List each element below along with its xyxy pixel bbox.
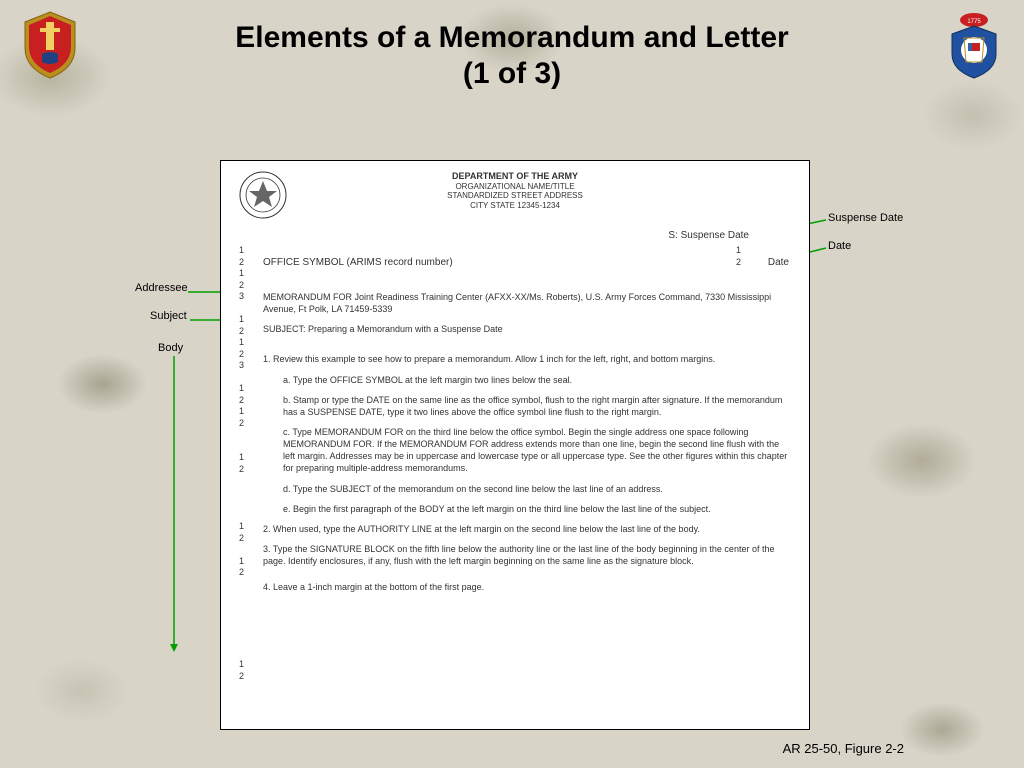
line-numbers-right: 12 bbox=[736, 245, 741, 268]
memo-document: DEPARTMENT OF THE ARMY ORGANIZATIONAL NA… bbox=[220, 160, 810, 730]
letterhead-line3: STANDARDIZED STREET ADDRESS bbox=[221, 191, 809, 201]
para-2: 2. When used, type the AUTHORITY LINE at… bbox=[263, 523, 791, 535]
page-title: Elements of a Memorandum and Letter (1 o… bbox=[0, 20, 1024, 92]
label-date: Date bbox=[828, 240, 851, 252]
date-text: Date bbox=[768, 256, 789, 269]
citation: AR 25-50, Figure 2-2 bbox=[783, 741, 904, 756]
line-numbers-left: 12123 12123 1212 12 12 12 12 bbox=[239, 245, 244, 682]
label-suspense-date: Suspense Date bbox=[828, 212, 903, 224]
title-line-2: (1 of 3) bbox=[0, 56, 1024, 92]
para-d: d. Type the SUBJECT of the memorandum on… bbox=[283, 483, 791, 495]
letterhead-line2: ORGANIZATIONAL NAME/TITLE bbox=[221, 182, 809, 192]
subject-line: SUBJECT: Preparing a Memorandum with a S… bbox=[263, 323, 791, 335]
para-b: b. Stamp or type the DATE on the same li… bbox=[283, 394, 791, 418]
label-subject: Subject bbox=[150, 310, 187, 322]
para-e: e. Begin the first paragraph of the BODY… bbox=[283, 503, 791, 515]
para-3: 3. Type the SIGNATURE BLOCK on the fifth… bbox=[263, 543, 791, 567]
para-a: a. Type the OFFICE SYMBOL at the left ma… bbox=[283, 374, 791, 386]
para-c: c. Type MEMORANDUM FOR on the third line… bbox=[283, 426, 791, 475]
title-line-1: Elements of a Memorandum and Letter bbox=[0, 20, 1024, 56]
letterhead-line4: CITY STATE 12345-1234 bbox=[221, 201, 809, 211]
suspense-text: S: Suspense Date bbox=[668, 229, 749, 242]
letterhead-line1: DEPARTMENT OF THE ARMY bbox=[221, 171, 809, 182]
para-1: 1. Review this example to see how to pre… bbox=[263, 353, 791, 365]
label-body: Body bbox=[158, 342, 183, 354]
memo-body: MEMORANDUM FOR Joint Readiness Training … bbox=[263, 291, 791, 597]
office-symbol-line: OFFICE SYMBOL (ARIMS record number) bbox=[263, 256, 453, 269]
memo-for: MEMORANDUM FOR Joint Readiness Training … bbox=[263, 291, 791, 315]
para-4: 4. Leave a 1-inch margin at the bottom o… bbox=[263, 581, 791, 593]
letterhead-block: DEPARTMENT OF THE ARMY ORGANIZATIONAL NA… bbox=[221, 171, 809, 211]
label-addressee: Addressee bbox=[135, 282, 188, 294]
